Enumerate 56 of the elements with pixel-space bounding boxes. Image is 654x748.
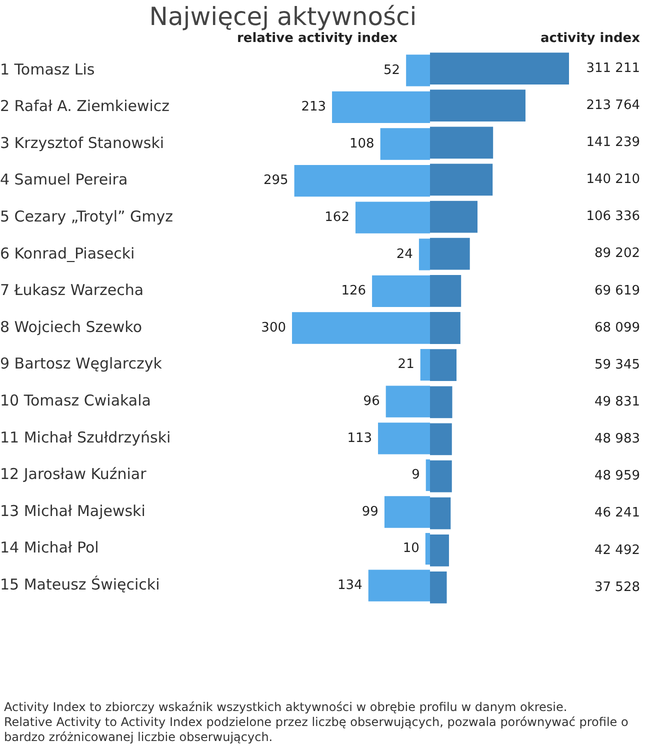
data-label: 126 bbox=[341, 284, 366, 299]
data-label: 68 099 bbox=[594, 320, 640, 336]
data-label: 162 bbox=[324, 210, 350, 225]
text: Activity Index to zbiorczy wskaźnik wszystkich aktywności w obrębie profilu w danym okresie. bbox=[4, 700, 568, 715]
y-tick-label: 7 Łukasz Warzecha bbox=[0, 281, 144, 300]
y-tick-label: 4 Samuel Pereira bbox=[0, 170, 128, 189]
y-tick-label: 13 Michał Majewski bbox=[0, 502, 146, 520]
data-label: 300 bbox=[261, 320, 286, 336]
data-label: 21 bbox=[398, 357, 414, 372]
y-tick-label: 12 Jarosław Kuźniar bbox=[0, 465, 148, 484]
data-label: 48 983 bbox=[594, 432, 640, 447]
data-label: 24 bbox=[396, 246, 413, 262]
data-label: 140 210 bbox=[586, 172, 640, 188]
data-label: 213 bbox=[301, 100, 326, 115]
chart-title: Najwięcej aktywności bbox=[148, 2, 418, 31]
data-label: 106 336 bbox=[586, 209, 640, 224]
data-label: 113 bbox=[347, 430, 372, 446]
bar bbox=[418, 238, 430, 270]
data-label: 89 202 bbox=[594, 246, 640, 262]
data-label: 10 bbox=[402, 541, 420, 556]
bar bbox=[425, 532, 430, 565]
y-tick-label: 8 Wojciech Szewko bbox=[0, 318, 142, 336]
y-tick-label: 14 Michał Pol bbox=[0, 538, 99, 557]
series-label: activity index bbox=[540, 31, 640, 46]
y-tick-label: 15 Mateusz Święcicki bbox=[0, 575, 160, 594]
data-label: 134 bbox=[338, 578, 362, 593]
y-tick-label: 2 Rafał A. Ziemkiewicz bbox=[0, 97, 170, 116]
data-label: 59 345 bbox=[594, 357, 640, 372]
y-tick-label: 5 Cezary „Trotyl” Gmyz bbox=[0, 207, 174, 226]
y-tick-label: 10 Tomasz Cwiakala bbox=[0, 391, 151, 410]
data-label: 96 bbox=[363, 394, 380, 409]
data-label: 49 831 bbox=[594, 394, 640, 410]
data-label: 46 241 bbox=[594, 506, 640, 521]
data-label: 69 619 bbox=[594, 283, 640, 298]
data-label: 311 211 bbox=[586, 60, 640, 76]
y-tick-label: 3 Krzysztof Stanowski bbox=[0, 134, 164, 152]
data-label: 141 239 bbox=[586, 135, 640, 150]
data-label: 295 bbox=[263, 173, 288, 188]
data-label: 99 bbox=[362, 504, 378, 520]
text: Relative Activity to Activity Index podzielone przez liczbę obserwujących, pozwala porównywać profile o bardzo zróżnicowanej liczbie obserwujących. bbox=[4, 715, 630, 745]
bar bbox=[406, 54, 430, 86]
data-label: 108 bbox=[349, 136, 374, 152]
data-label: 42 492 bbox=[594, 542, 640, 558]
y-tick-label: 1 Tomasz Lis bbox=[0, 60, 95, 78]
data-label: 9 bbox=[412, 468, 420, 483]
series-label: relative activity index bbox=[237, 31, 398, 46]
data-label: 52 bbox=[384, 62, 400, 78]
data-label: 213 764 bbox=[586, 98, 640, 113]
bar bbox=[430, 572, 447, 604]
y-tick-label: 9 Bartosz Węglarczyk bbox=[0, 354, 162, 373]
data-label: 48 959 bbox=[594, 468, 640, 484]
bar bbox=[426, 459, 430, 492]
data-label: 37 528 bbox=[594, 580, 640, 595]
bar bbox=[430, 312, 460, 344]
y-tick-label: 6 Konrad_Piasecki bbox=[0, 244, 135, 262]
y-tick-label: 11 Michał Szułdrzyński bbox=[0, 428, 171, 446]
